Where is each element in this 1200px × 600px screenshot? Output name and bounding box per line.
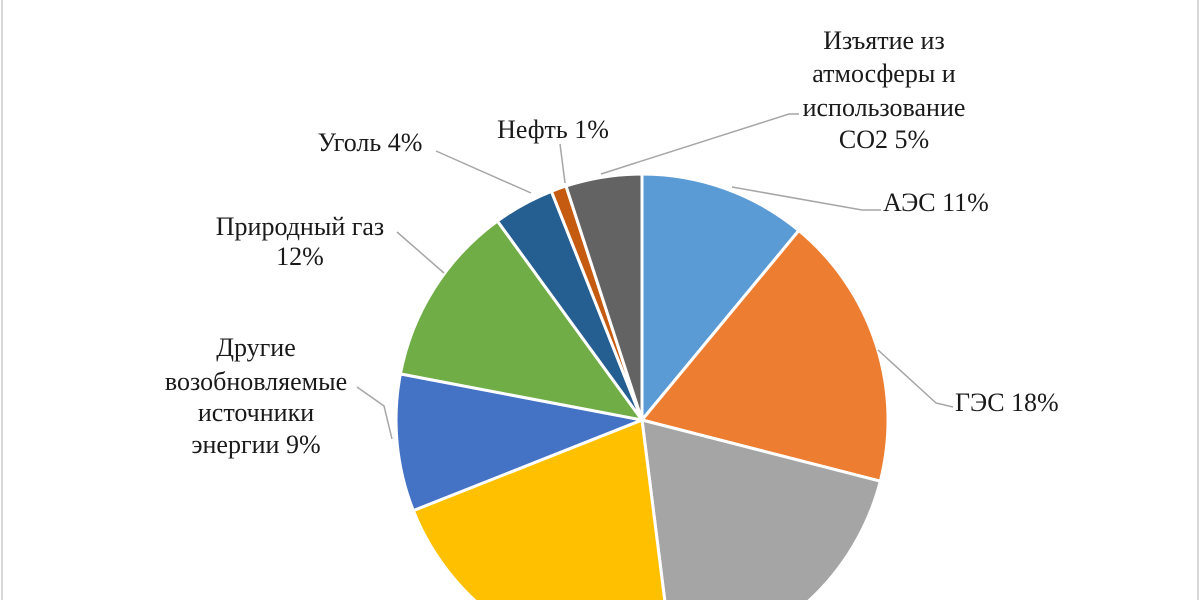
page-border-right xyxy=(1197,0,1199,600)
data-label-aes: АЭС 11% xyxy=(883,188,989,217)
data-label-natural-gas: Природный газ 12% xyxy=(216,212,384,271)
leader-line-aes xyxy=(731,186,881,211)
leader-line-co2-removal xyxy=(600,113,799,175)
data-label-oil: Нефть 1% xyxy=(497,115,609,144)
leader-line-ges xyxy=(877,349,954,408)
pie-slice-co2-removal xyxy=(564,172,644,422)
data-label-coal: Уголь 4% xyxy=(318,128,423,157)
data-label-ges: ГЭС 18% xyxy=(955,388,1059,417)
data-label-co2-removal: Изъятие из атмосферы и использование CO2 5% xyxy=(803,26,966,154)
leader-line-natural-gas xyxy=(396,231,445,274)
pie-slice-other-renewables xyxy=(394,372,644,513)
leader-line-oil xyxy=(559,143,566,184)
pie-slice-slice-yellow xyxy=(411,418,667,600)
leader-line-other-renewables xyxy=(356,386,393,440)
page-border-left xyxy=(1,0,3,600)
pie-slice-ges xyxy=(640,229,890,483)
data-label-other-renewables: Другие возобновляемые источники энергии 9% xyxy=(165,333,347,459)
pie-slice-aes xyxy=(640,172,801,422)
pie-slice-natural-gas xyxy=(398,219,644,422)
pie-slice-slice-gray xyxy=(640,418,882,600)
leader-line-coal xyxy=(435,150,532,194)
